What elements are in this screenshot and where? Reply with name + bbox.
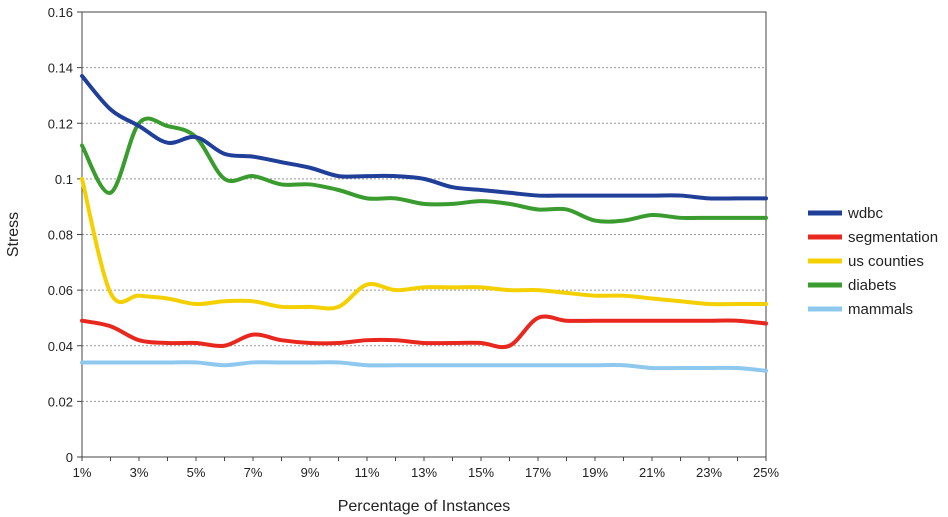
legend-label: us counties bbox=[848, 253, 924, 270]
series-line-mammals bbox=[80, 360, 768, 373]
x-tick-label: 11% bbox=[354, 465, 379, 480]
x-tick-label: 25% bbox=[753, 465, 779, 480]
y-tick-label: 0.1 bbox=[55, 172, 73, 187]
x-tick-label: 15% bbox=[468, 465, 494, 480]
legend-label: mammals bbox=[848, 301, 913, 318]
legend: wdbc segmentation us counties diabets mammal… bbox=[808, 205, 938, 318]
series-lines bbox=[80, 73, 768, 373]
y-tick-label: 0 bbox=[66, 450, 73, 465]
x-tick-label: 17% bbox=[525, 465, 551, 480]
x-tick-label: 1% bbox=[73, 465, 92, 480]
x-tick-label: 21% bbox=[639, 465, 665, 480]
x-tick-label: 3% bbox=[130, 465, 149, 480]
y-tick-label: 0.02 bbox=[48, 394, 73, 409]
grid bbox=[82, 67, 766, 402]
y-axis-title: Stress bbox=[5, 212, 22, 257]
series-line-us-counties bbox=[80, 176, 768, 311]
legend-label: diabets bbox=[848, 277, 896, 294]
x-tick-label: 5% bbox=[187, 465, 206, 480]
x-tick-label: 7% bbox=[244, 465, 263, 480]
legend-label: segmentation bbox=[848, 229, 938, 246]
legend-label: wdbc bbox=[847, 205, 884, 222]
y-tick-label: 0.06 bbox=[48, 283, 73, 298]
y-tick-label: 0.16 bbox=[48, 5, 73, 20]
series-line-segmentation bbox=[80, 314, 768, 350]
x-axis-ticks: 1% 3% 5% 7% 9% 11% 13% 15% 17% 19% 21% 23% 25% bbox=[73, 457, 779, 480]
x-tick-label: 9% bbox=[301, 465, 320, 480]
y-axis-ticks: 0 0.02 0.04 0.06 0.08 0.1 0.12 0.14 0.16 bbox=[48, 5, 82, 465]
y-tick-label: 0.04 bbox=[48, 339, 73, 354]
y-tick-label: 0.14 bbox=[48, 61, 73, 76]
x-axis-title: Percentage of Instances bbox=[338, 498, 511, 515]
y-tick-label: 0.12 bbox=[48, 116, 73, 131]
x-tick-label: 19% bbox=[582, 465, 608, 480]
series-line-wdbc bbox=[80, 73, 768, 201]
series-line-diabets bbox=[80, 116, 768, 224]
y-tick-label: 0.08 bbox=[48, 228, 73, 243]
x-tick-label: 23% bbox=[696, 465, 722, 480]
plot-area bbox=[81, 11, 767, 458]
x-tick-label: 13% bbox=[411, 465, 437, 480]
